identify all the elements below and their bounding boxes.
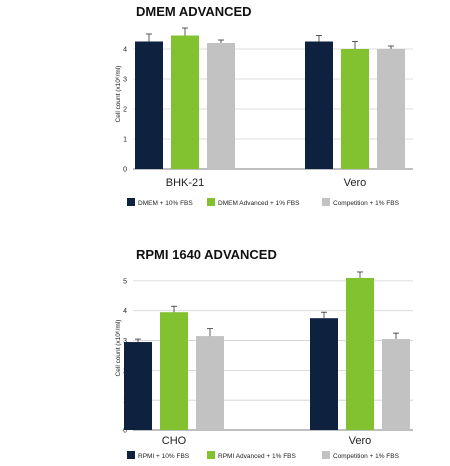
legend-label: RPMI + 10% FBS — [138, 453, 190, 460]
legend-label: DMEM Advanced + 1% FBS — [218, 200, 300, 207]
bar — [382, 339, 410, 430]
legend-swatch — [127, 451, 135, 459]
legend-swatch — [207, 198, 215, 206]
legend-swatch — [322, 198, 330, 206]
y-axis-label: Cell count (x10⁶/ml) — [115, 320, 122, 377]
bar — [135, 41, 163, 169]
legend-swatch — [207, 451, 215, 459]
chart-title: DMEM ADVANCED — [136, 4, 252, 19]
legend-label: DMEM + 10% FBS — [138, 200, 193, 207]
x-category-label: Vero — [344, 177, 367, 189]
legend-swatch — [127, 198, 135, 206]
bar — [207, 43, 235, 169]
x-category-label: Vero — [349, 435, 372, 447]
bar — [160, 312, 188, 430]
y-tick-label: 1 — [123, 137, 127, 144]
legend-label: Competition + 1% FBS — [333, 200, 400, 207]
y-tick-label: 0 — [123, 167, 127, 174]
y-tick-label: 3 — [123, 77, 127, 84]
y-tick-label: 4 — [123, 308, 127, 315]
bar — [124, 342, 152, 430]
y-axis-label: Cell count (x10⁶/ml) — [115, 66, 122, 123]
y-tick-label: 3 — [123, 338, 127, 345]
chart-title: RPMI 1640 ADVANCED — [136, 247, 277, 262]
bar — [377, 49, 405, 169]
y-tick-label: 5 — [123, 278, 127, 285]
y-tick-label: 0 — [123, 428, 127, 435]
y-tick-label: 2 — [123, 107, 127, 114]
y-tick-label: 4 — [123, 47, 127, 54]
bar — [305, 41, 333, 169]
legend-label: RPMI Advanced + 1% FBS — [218, 453, 297, 460]
legend-swatch — [322, 451, 330, 459]
bar — [341, 49, 369, 169]
bar — [346, 277, 374, 430]
legend-label: Competition + 1% FBS — [333, 453, 400, 460]
bar — [196, 336, 224, 430]
x-category-label: CHO — [162, 435, 187, 447]
bar — [171, 35, 199, 169]
x-category-label: BHK-21 — [166, 177, 205, 189]
bar — [310, 318, 338, 430]
